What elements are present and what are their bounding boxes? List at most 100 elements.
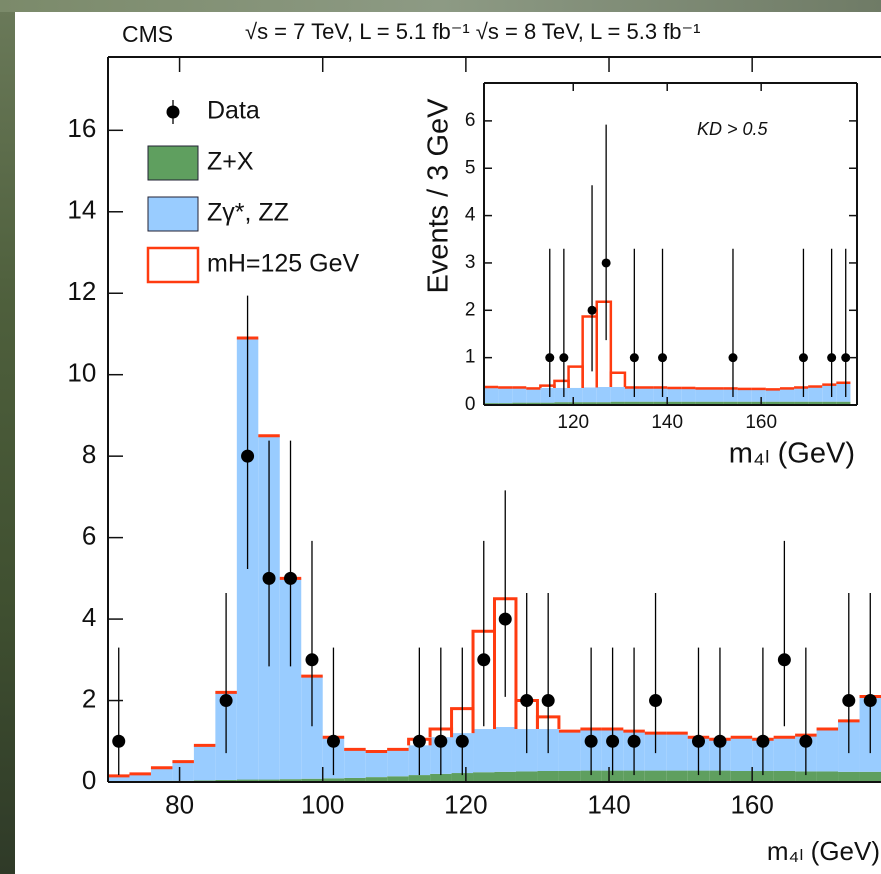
data-point [606, 734, 620, 748]
data-point [842, 694, 856, 708]
data-point [498, 612, 512, 626]
data-point [713, 734, 727, 748]
data-point [799, 734, 813, 748]
stack-bar [568, 387, 583, 403]
stack-bar [430, 773, 452, 782]
stack-bar [644, 770, 667, 782]
stack-bar [773, 771, 796, 782]
stack-bar [540, 387, 555, 403]
subplot: 120 140 160 0 1 2 3 4 5 6 m₄ₗ (GeV) Events / 3 GeV K… [423, 82, 858, 470]
stack-bar [596, 402, 611, 405]
data-point [601, 258, 611, 268]
data-point [587, 305, 597, 315]
stack-bar [822, 384, 837, 402]
stack-bar [150, 767, 173, 781]
stack-bar [322, 778, 345, 782]
background-photo [0, 0, 15, 874]
stack-bar [610, 387, 625, 402]
y-tick-label: 8 [82, 439, 96, 469]
x-tick-label: 140 [651, 412, 683, 433]
stack-bar [582, 387, 597, 403]
x-tick-label: 80 [165, 790, 194, 820]
x-axis-label: m₄ₗ (GeV) [729, 438, 855, 470]
stack-bar [558, 731, 581, 772]
data-point [649, 694, 663, 708]
stack-bar [681, 401, 696, 405]
data-point [455, 734, 469, 748]
x-tick-label: 140 [587, 790, 630, 820]
stack-bar [580, 770, 602, 782]
stack-bar [129, 773, 151, 782]
stack-bar [836, 401, 851, 405]
data-point [412, 734, 426, 748]
data-point [559, 353, 569, 363]
stack-bar [681, 387, 696, 402]
stack-bar [666, 733, 688, 771]
stack-bar [730, 737, 753, 772]
y-tick-label: 0 [465, 394, 476, 415]
y-tick-label: 2 [465, 299, 476, 320]
data-point [584, 734, 598, 748]
data-point [241, 449, 255, 463]
legend-swatch [146, 246, 200, 284]
stack-bar [515, 771, 538, 782]
data-point [756, 734, 770, 748]
stack-bar [344, 749, 366, 778]
stack-bar [836, 382, 851, 402]
stack-bar [408, 775, 431, 782]
y-tick-label: 6 [82, 520, 96, 550]
legend-marker [166, 105, 180, 119]
stack-bar [730, 771, 753, 782]
stack-bar [737, 401, 752, 405]
stack-bar [279, 578, 302, 780]
stack-bar [723, 388, 738, 402]
y-tick-label: 3 [465, 252, 476, 273]
stack-bar [779, 401, 795, 405]
data-point [520, 694, 534, 708]
stack-bar [765, 401, 780, 405]
stack-bar [387, 776, 409, 782]
inset-background [484, 83, 857, 405]
data-point [477, 653, 491, 667]
stack-bar [473, 772, 495, 782]
stack-bar [816, 729, 839, 772]
x-tick-label: 160 [730, 790, 773, 820]
stack-bar [540, 402, 555, 405]
stack-bar [687, 770, 710, 782]
legend-swatch [147, 196, 199, 232]
background-photo [0, 0, 881, 12]
data-point [284, 571, 298, 585]
stack-bar [108, 775, 130, 782]
stack-bar [794, 387, 809, 402]
stack-bar [709, 401, 724, 405]
y-tick-label: 1 [465, 347, 476, 368]
stack-bar [737, 388, 752, 402]
data-point [219, 694, 233, 708]
stack-bar [484, 387, 499, 404]
stack-bar [601, 770, 624, 782]
stack-bar [554, 387, 569, 403]
stack-bar [639, 387, 654, 402]
stack-bar [667, 387, 682, 402]
y-tick-label: 16 [67, 113, 96, 143]
legend-label: Zγ*, ZZ [207, 199, 289, 227]
stack-bar [623, 770, 645, 782]
stack-bar [808, 401, 823, 405]
stack-bar [537, 771, 559, 782]
stack-bar [365, 777, 388, 782]
data-point [658, 353, 668, 363]
stack-bar [751, 401, 766, 405]
stack-bar [765, 389, 780, 402]
stack-bar [215, 779, 237, 782]
stack-bar [568, 402, 583, 405]
stack-bar [610, 401, 625, 405]
data-point [305, 653, 319, 667]
stack-bar [639, 401, 654, 405]
stack-bar [773, 737, 796, 772]
stack-bar [596, 387, 611, 403]
stack-bar [695, 401, 710, 405]
stack-bar [838, 771, 860, 782]
stack-bar [494, 771, 516, 782]
